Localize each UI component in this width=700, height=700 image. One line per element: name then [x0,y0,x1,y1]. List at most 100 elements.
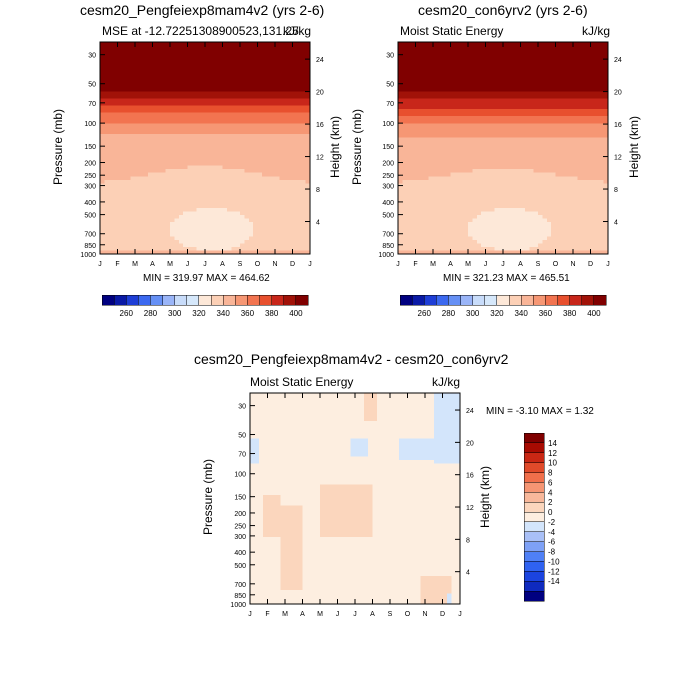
heatmap-cell [524,176,530,181]
heatmap-cell [437,56,443,61]
heatmap-cell [402,162,408,167]
heatmap-cell [126,56,132,61]
heatmap-cell [261,179,267,184]
heatmap-cell [253,66,258,71]
heatmap-cell [301,98,307,103]
heatmap-cell [170,80,175,85]
heatmap-cell [542,87,548,92]
heatmap-cell [209,144,215,149]
heatmap-cell [454,63,460,68]
heatmap-cell [507,151,513,156]
heatmap-cell [226,98,232,103]
heatmap-cell [507,49,513,53]
heatmap-cell [231,215,237,220]
heatmap-cell [170,49,175,53]
heatmap-cell [130,126,136,131]
heatmap-cell [594,95,600,99]
heatmap-cell [209,126,215,131]
heatmap-cell [564,183,570,188]
heatmap-cell [266,84,272,89]
heatmap-cell [463,158,469,163]
heatmap-cell [489,52,495,57]
heatmap-cell [213,190,219,195]
heatmap-cell [266,87,272,92]
heatmap-cell [178,77,184,82]
colorbar-swatch [125,294,139,306]
heatmap-cell [117,158,123,163]
heatmap-cell [187,155,193,159]
heatmap-cell [542,126,548,131]
panel-1: 3050701001502002503004005007008501000481… [378,41,622,318]
heatmap-cell [170,246,175,251]
heatmap-cell [507,105,513,110]
heatmap-cell [121,222,127,227]
heatmap-cell [419,73,425,78]
heatmap-cell [257,197,263,202]
heatmap-cell [459,70,465,75]
heatmap-cell [454,158,460,163]
heatmap-cell [586,165,591,170]
heatmap-cell [174,112,180,117]
heatmap-cells [398,42,609,255]
heatmap-cell [450,45,456,50]
heatmap-cell [108,87,114,92]
heatmap-cell [205,73,210,78]
heatmap-cell [117,87,123,92]
heatmap-cell [415,155,421,159]
heatmap-cell [257,137,263,142]
heatmap-cell [301,63,307,68]
heatmap-cell [533,165,539,170]
heatmap-cell [270,109,276,114]
heatmap-cell [126,148,132,152]
heatmap-cell [433,179,438,184]
heatmap-cell [100,197,105,202]
heatmap-cell [511,73,517,78]
heatmap-cell [564,155,570,159]
heatmap-cell [275,42,280,46]
heatmap-cell [235,42,241,46]
heatmap-cell [489,140,495,145]
heatmap-cell [135,172,140,177]
heatmap-cell [411,119,416,124]
heatmap-cell [248,179,254,184]
heatmap-cell [156,102,162,106]
heatmap-cell [235,211,241,216]
heatmap-cell [529,137,535,142]
heatmap-cell [507,73,513,78]
heatmap-cell [235,232,241,237]
heatmap-cell [520,183,526,188]
heatmap-cell [174,186,180,191]
heatmap-cell [463,112,469,117]
heatmap-cell [270,49,276,53]
heatmap-cell [248,98,254,103]
heatmap-cell [546,176,552,181]
heatmap-cell [590,158,596,163]
heatmap-cell [205,66,210,71]
heatmap-cell [533,144,539,149]
heatmap-cell [441,112,447,117]
heatmap-cell [463,63,469,68]
heatmap-cell [406,87,412,92]
heatmap-cell [533,91,539,96]
heatmap-cell [520,144,526,149]
heatmap-cell [170,137,175,142]
heatmap-cell [459,98,465,103]
heatmap-cell [586,80,591,85]
heatmap-cell [296,218,302,223]
heatmap-cell [248,211,254,216]
heatmap-cell [503,56,508,61]
heatmap-cell [121,144,127,149]
heatmap-cell [266,102,272,106]
colorbar-swatch [186,294,200,306]
heatmap-cell [266,123,272,128]
heatmap-cell [266,80,272,85]
heatmap-cell [485,73,491,78]
x-tick-label: O [255,261,261,268]
heatmap-cell [301,133,307,138]
heatmap-cell [398,42,403,46]
heatmap-cell [130,246,136,251]
heatmap-cell [135,45,140,50]
heatmap-cell [170,193,175,198]
heatmap-cell [161,218,167,223]
heatmap-cell [454,109,460,114]
